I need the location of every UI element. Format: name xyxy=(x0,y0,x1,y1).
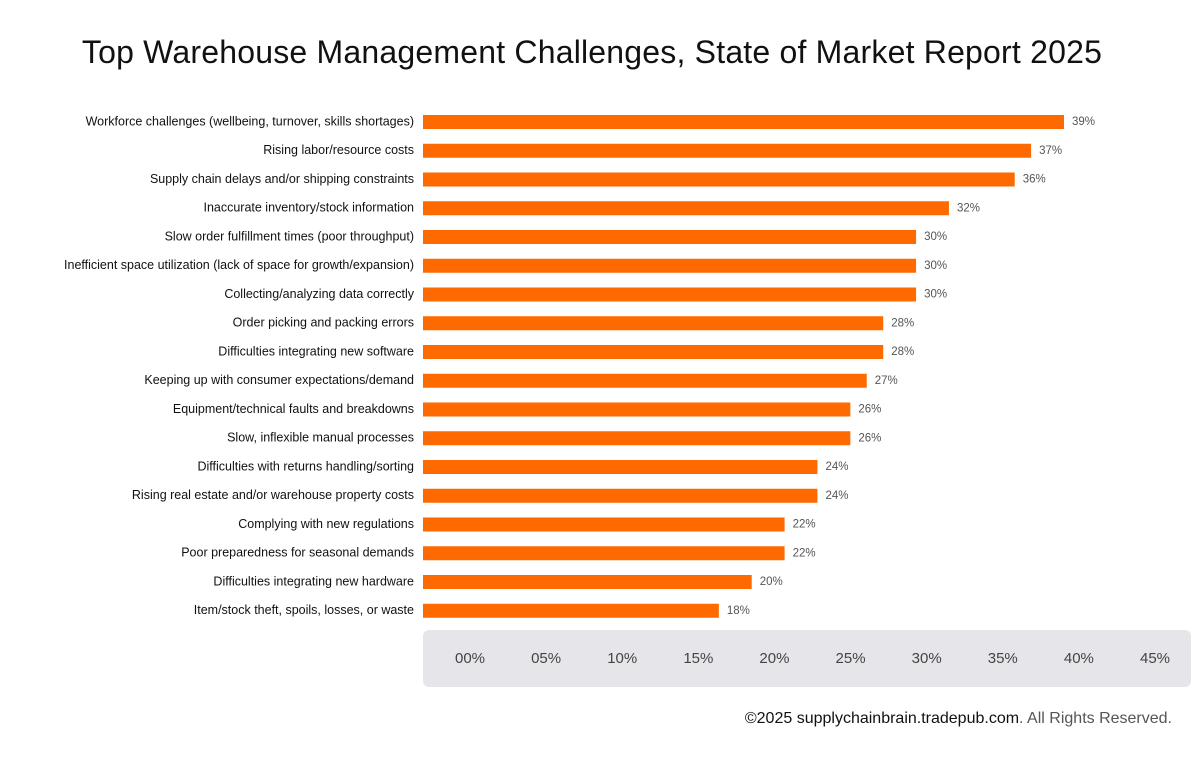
value-label: 24% xyxy=(825,461,848,473)
bars-group: Workforce challenges (wellbeing, turnove… xyxy=(64,114,1095,618)
bar xyxy=(423,373,867,388)
x-tick-label: 45% xyxy=(1140,650,1170,667)
bar xyxy=(423,230,917,244)
category-label: Collecting/analyzing data correctly xyxy=(224,287,414,301)
value-label: 30% xyxy=(924,260,947,272)
axis-panel xyxy=(423,630,1191,687)
bar xyxy=(423,316,884,331)
bar xyxy=(423,488,818,503)
category-label: Difficulties integrating new software xyxy=(218,344,414,358)
category-label: Order picking and packing errors xyxy=(233,316,414,330)
x-tick-label: 10% xyxy=(607,650,637,667)
x-tick-label: 30% xyxy=(912,650,942,667)
value-label: 28% xyxy=(891,317,914,329)
x-tick-label: 35% xyxy=(988,650,1018,667)
x-tick-label: 00% xyxy=(455,650,485,667)
value-label: 36% xyxy=(1023,174,1046,186)
x-tick-label: 15% xyxy=(683,650,713,667)
value-label: 26% xyxy=(858,404,881,416)
bar xyxy=(423,287,917,302)
chart-title: Top Warehouse Management Challenges, Sta… xyxy=(81,34,1103,70)
value-label: 39% xyxy=(1072,116,1095,128)
value-label: 24% xyxy=(825,490,848,502)
bar xyxy=(423,575,752,589)
category-label: Keeping up with consumer expectations/de… xyxy=(144,373,414,387)
value-label: 30% xyxy=(924,289,947,301)
value-label: 26% xyxy=(858,432,881,444)
value-label: 37% xyxy=(1039,145,1062,157)
bar xyxy=(423,201,949,216)
x-tick-label: 40% xyxy=(1064,650,1094,667)
bar xyxy=(423,143,1032,158)
footer-copyright: ©2025 supplychainbrain.tradepub.com. All… xyxy=(745,710,1172,728)
value-label: 22% xyxy=(793,519,816,531)
bar xyxy=(423,460,818,474)
category-label: Item/stock theft, spoils, losses, or was… xyxy=(194,603,414,617)
value-label: 18% xyxy=(727,605,750,617)
bar xyxy=(423,546,785,561)
bar xyxy=(423,402,851,417)
bar xyxy=(423,517,785,532)
footer-rights: . All Rights Reserved. xyxy=(1019,710,1172,727)
category-label: Inaccurate inventory/stock information xyxy=(203,201,414,215)
category-label: Difficulties integrating new hardware xyxy=(213,574,414,588)
bar xyxy=(423,172,1015,187)
bar xyxy=(423,258,917,273)
category-label: Slow order fulfillment times (poor throu… xyxy=(165,229,414,243)
category-label: Poor preparedness for seasonal demands xyxy=(181,546,414,560)
value-label: 20% xyxy=(760,576,783,588)
category-label: Supply chain delays and/or shipping cons… xyxy=(150,172,414,186)
category-label: Difficulties with returns handling/sorti… xyxy=(197,459,414,473)
value-label: 32% xyxy=(957,202,980,214)
value-label: 27% xyxy=(875,375,898,387)
footer-domain[interactable]: ©2025 supplychainbrain.tradepub.com xyxy=(744,710,1020,727)
value-label: 28% xyxy=(891,346,914,358)
category-label: Equipment/technical faults and breakdown… xyxy=(173,402,414,416)
bar xyxy=(423,431,851,446)
x-tick-label: 20% xyxy=(759,650,789,667)
category-label: Inefficient space utilization (lack of s… xyxy=(64,258,414,272)
category-label: Rising real estate and/or warehouse prop… xyxy=(132,488,414,502)
x-tick-label: 05% xyxy=(531,650,561,667)
x-tick-label: 25% xyxy=(836,650,866,667)
value-label: 22% xyxy=(793,547,816,559)
category-label: Slow, inflexible manual processes xyxy=(227,431,414,445)
bar xyxy=(423,345,884,359)
value-label: 30% xyxy=(924,231,947,243)
x-axis-ticks: 00% 05% 10% 15% 20% 25% 30% 35% 40% 45% xyxy=(455,650,1170,667)
bar xyxy=(423,115,1064,129)
category-label: Rising labor/resource costs xyxy=(263,143,414,157)
category-label: Complying with new regulations xyxy=(238,517,414,531)
category-label: Workforce challenges (wellbeing, turnove… xyxy=(86,114,414,128)
bar xyxy=(423,603,719,618)
